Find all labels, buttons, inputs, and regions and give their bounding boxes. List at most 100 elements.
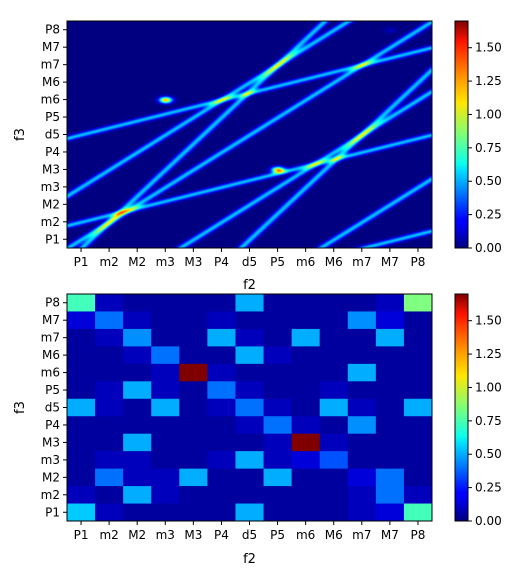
heatmap-cell	[95, 346, 124, 365]
top-colorbar: 0.00 0.25 0.50 0.75 1.00 1.25 1.50	[454, 20, 502, 255]
heatmap-cell	[263, 416, 293, 435]
heatmap-cell	[347, 346, 377, 365]
top-x-tick-label: P5	[270, 255, 285, 269]
heatmap-cell	[263, 486, 293, 504]
heatmap-cell	[263, 346, 293, 365]
heatmap-cell	[375, 311, 405, 330]
heatmap-cell	[207, 398, 236, 417]
heatmap-cell	[375, 363, 405, 382]
top-colorbar-tick-label: 0.25	[475, 208, 502, 222]
bottom-colorbar-tick-label: 1.00	[475, 380, 502, 394]
top-y-tick-label: M6	[42, 75, 60, 89]
heatmap-cell	[95, 294, 124, 312]
top-x-tick-label: m2	[99, 255, 118, 269]
heatmap-cell	[235, 328, 264, 347]
heatmap-cell	[319, 294, 349, 312]
top-heatmap-panel: P1 m2 M2 m3 M3 P4 d5 P5 m6 M6 m7 M7 P8 P1 m2 M2 m3 M3 P4 d…	[13, 20, 433, 293]
heatmap-cell	[375, 468, 405, 487]
heatmap-cell	[151, 468, 180, 487]
heatmap-cell	[67, 363, 96, 382]
top-x-tick-label: P1	[74, 255, 89, 269]
bottom-heatmap-panel: P1 m2 M2 m3 M3 P4 d5 P5 m6 M6 m7 M7 P8 P1 m2 M2 m3 M3 P4 d…	[13, 293, 433, 567]
top-y-tick-label: d5	[45, 128, 60, 142]
heatmap-cell	[67, 381, 96, 400]
heatmap-cell	[375, 294, 405, 312]
heatmap-cell	[151, 416, 180, 435]
heatmap-cell	[151, 311, 180, 330]
heatmap-cell	[319, 381, 349, 400]
heatmap-cell	[319, 363, 349, 382]
heatmap-cell	[375, 503, 405, 522]
heatmap-cell	[95, 468, 124, 487]
heatmap-cell	[403, 311, 433, 330]
bottom-y-tick-label: P8	[45, 296, 60, 310]
heatmap-cell	[347, 468, 377, 487]
heatmap-cell	[67, 433, 96, 452]
top-y-tick-label: m7	[41, 58, 60, 72]
bottom-y-tick-label: P4	[45, 418, 60, 432]
heatmap-cell	[151, 433, 180, 452]
bottom-heatmap-cells	[67, 294, 433, 522]
heatmap-cell	[235, 398, 264, 417]
bottom-x-axis-label: f2	[243, 552, 256, 567]
heatmap-cell	[179, 451, 208, 470]
heatmap-cell	[319, 503, 349, 522]
heatmap-cell	[95, 381, 124, 400]
heatmap-cell	[207, 468, 236, 487]
heatmap-cell	[291, 503, 321, 522]
bottom-y-tick-label: P1	[45, 505, 60, 519]
heatmap-cell	[263, 433, 293, 452]
heatmap-cell	[67, 294, 96, 312]
heatmap-cell	[375, 398, 405, 417]
heatmap-cell	[263, 398, 293, 417]
top-y-tick-label: P8	[45, 23, 60, 37]
heatmap-cell	[291, 451, 321, 470]
heatmap-cell	[151, 398, 180, 417]
heatmap-cell	[95, 416, 124, 435]
heatmap-cell	[207, 416, 236, 435]
top-x-tick-label: m3	[156, 255, 175, 269]
heatmap-cell	[95, 486, 124, 504]
heatmap-cell	[403, 363, 433, 382]
heatmap-cell	[67, 451, 96, 470]
heatmap-cell	[291, 468, 321, 487]
heatmap-cell	[347, 486, 377, 504]
heatmap-cell	[95, 433, 124, 452]
heatmap-cell	[207, 486, 236, 504]
top-colorbar-tick-label: 0.50	[475, 174, 502, 188]
heatmap-cell	[123, 381, 152, 400]
heatmap-cell	[235, 468, 264, 487]
bottom-x-tick-label: P1	[74, 528, 89, 542]
top-y-tick-label: m6	[41, 93, 60, 107]
top-y-tick-label: M3	[42, 162, 60, 176]
top-y-tick-label: P4	[45, 145, 60, 159]
bottom-x-tick-label: M2	[128, 528, 146, 542]
heatmap-cell	[263, 328, 293, 347]
heatmap-cell	[291, 486, 321, 504]
bottom-colorbar-tick-label: 1.50	[475, 314, 502, 328]
heatmap-cell	[67, 416, 96, 435]
heatmap-cell	[95, 328, 124, 347]
heatmap-cell	[179, 363, 208, 382]
heatmap-cell	[151, 451, 180, 470]
heatmap-cell	[319, 468, 349, 487]
heatmap-cell	[123, 363, 152, 382]
heatmap-cell	[95, 451, 124, 470]
heatmap-cell	[179, 381, 208, 400]
heatmap-cell	[235, 451, 264, 470]
heatmap-cell	[179, 416, 208, 435]
heatmap-cell	[375, 433, 405, 452]
heatmap-cell	[207, 363, 236, 382]
heatmap-cell	[403, 486, 433, 504]
heatmap-cell	[207, 328, 236, 347]
top-y-ticks: P1 m2 M2 m3 M3 P4 d5 P5 m6 M6 m7 M7 P8	[41, 23, 67, 246]
bottom-x-tick-label: P5	[270, 528, 285, 542]
heatmap-cell	[347, 398, 377, 417]
top-x-tick-label: M6	[325, 255, 343, 269]
heatmap-cell	[151, 328, 180, 347]
heatmap-cell	[347, 328, 377, 347]
heatmap-cell	[123, 416, 152, 435]
heatmap-cell	[291, 294, 321, 312]
heatmap-cell	[179, 503, 208, 522]
